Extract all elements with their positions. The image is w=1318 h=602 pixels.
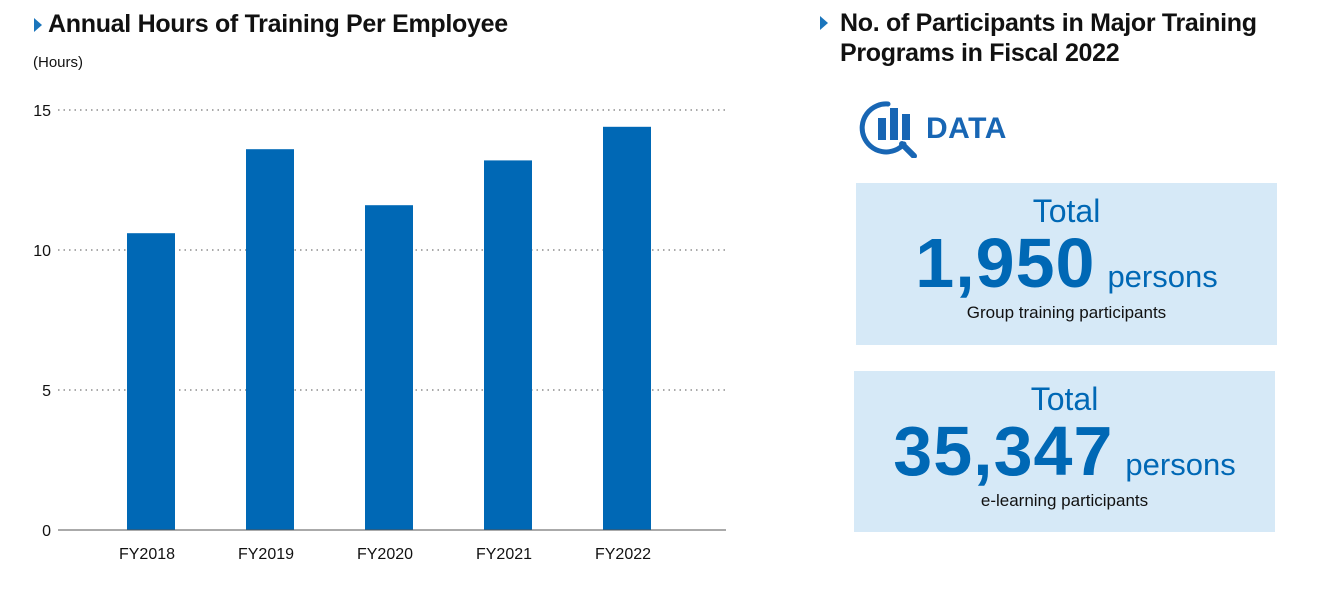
bar-chart: 0 5 10 15 FY2018 FY2019 FY2020 FY2021 FY2022 (33, 103, 726, 563)
chart-title: Annual Hours of Training Per Employee (34, 10, 508, 39)
bar-fy2021 (484, 160, 532, 530)
card-caption: Group training participants (966, 303, 1167, 322)
x-tick-label: FY2022 (595, 546, 651, 563)
x-tick-label: FY2018 (119, 546, 175, 563)
x-tick-label: FY2020 (357, 546, 413, 563)
x-tick-label: FY2021 (476, 546, 532, 563)
arrow-right-icon (34, 17, 42, 32)
bar-fy2018 (127, 233, 175, 530)
elearning-card: Total 35,347 persons e-learning particip… (854, 371, 1275, 532)
card-unit-label: persons (1107, 259, 1218, 294)
group-training-card: Total 1,950 persons Group training parti… (856, 183, 1277, 345)
bar-fy2019 (246, 149, 294, 530)
y-axis-unit-label: (Hours) (33, 54, 84, 71)
bar-fy2020 (365, 205, 413, 530)
data-logo: DATA (858, 100, 1007, 158)
bar-fy2022 (603, 126, 651, 531)
data-logo-text: DATA (926, 112, 1007, 145)
card-caption: e-learning participants (980, 491, 1149, 510)
y-tick-label: 5 (42, 383, 51, 400)
data-search-icon (859, 101, 917, 158)
x-tick-label: FY2019 (238, 546, 294, 563)
y-tick-label: 10 (33, 243, 51, 260)
participants-title-line2: Programs in Fiscal 2022 (840, 39, 1120, 67)
bars (127, 126, 651, 531)
axes: 0 5 10 15 FY2018 FY2019 FY2020 FY2021 FY2022 (33, 103, 726, 563)
arrow-right-icon (820, 16, 828, 30)
participants-title: No. of Participants in Major Training Pr… (820, 8, 1257, 68)
y-tick-label: 15 (33, 103, 51, 120)
chart-title-text: Annual Hours of Training Per Employee (48, 10, 508, 38)
y-tick-label: 0 (42, 523, 51, 540)
card-total-label: Total (1032, 193, 1101, 229)
card-value-row: 35,347 persons (854, 415, 1275, 487)
card-unit-label: persons (1125, 447, 1236, 482)
card-value-row: 1,950 persons (856, 227, 1277, 299)
elearning-count: 35,347 (893, 412, 1114, 490)
participants-title-line1: No. of Participants in Major Training (840, 9, 1257, 37)
card-total-label: Total (1030, 381, 1099, 417)
group-training-count: 1,950 (915, 224, 1096, 302)
